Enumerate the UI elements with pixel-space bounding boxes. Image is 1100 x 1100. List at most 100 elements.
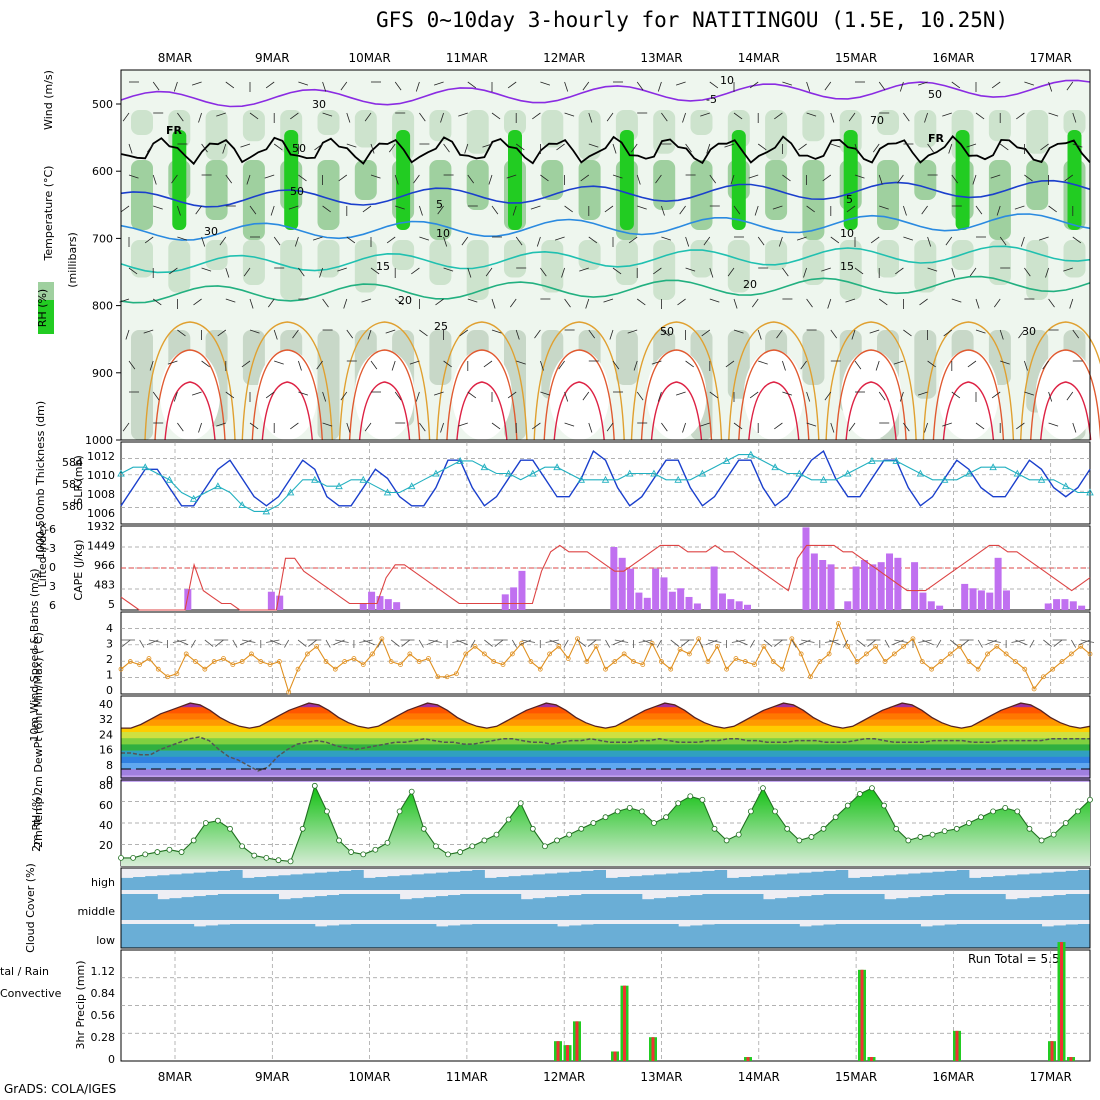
isotherm-25 [144, 321, 236, 441]
cloud-cover-bar [339, 894, 352, 920]
cloud-cover-bar [544, 873, 558, 890]
wind-speed-marker [929, 666, 935, 672]
cloud-cover-bar [847, 924, 861, 948]
cloud-cover-bar [314, 872, 328, 890]
wind-speed-marker [174, 671, 180, 677]
cape-bar [610, 547, 618, 610]
cloud-cover-bar [157, 899, 170, 920]
isotherm-label: 10 [840, 227, 854, 240]
slp-series-line [120, 450, 1091, 507]
cloud-cover-bar [968, 877, 982, 890]
isotherm-25 [1020, 321, 1100, 441]
wind-barb [872, 143, 880, 153]
wind-barb-10m [563, 639, 569, 648]
isotherm-label: 15 [376, 260, 390, 273]
cloud-cover-bar [980, 924, 994, 948]
rh-shading [1026, 110, 1049, 154]
cloud-level-label: low [96, 934, 115, 947]
wind-barb-10m [297, 639, 307, 647]
dry-region [549, 350, 610, 440]
rh2m-marker [505, 816, 512, 823]
cloud-cover-bar [460, 870, 473, 890]
rh2m-marker [142, 851, 149, 858]
wind-barb [364, 112, 372, 122]
isotherm-25 [436, 321, 528, 441]
wind-speed-marker [733, 656, 739, 661]
wind-barb [951, 298, 962, 303]
wind-barb-10m [232, 639, 238, 648]
rh2m-marker [990, 808, 996, 815]
cloud-cover-bar [884, 899, 897, 920]
cloud-cover-bar [1077, 894, 1091, 920]
rh-shading [653, 110, 676, 154]
cloud-cover-bar [847, 877, 861, 890]
wind-speed-marker [444, 674, 450, 680]
cloud-cover-bar [859, 894, 873, 920]
wind-barb [507, 391, 517, 399]
wind-barb [1040, 143, 1049, 151]
cloud-cover-bar [605, 924, 619, 948]
rh-shading-high [731, 130, 746, 230]
rh-shading [205, 110, 228, 160]
cloud-cover-bar [908, 924, 921, 948]
wind-barb [899, 391, 904, 402]
wind-speed-marker [677, 646, 683, 652]
li-tick-label: 6 [49, 599, 56, 612]
wind-barb [653, 267, 662, 275]
wind-barb [216, 422, 226, 427]
cloud-cover-bar [230, 924, 243, 948]
wind-speed-marker [631, 659, 636, 664]
cape-bar [827, 564, 835, 610]
wind-barb [803, 267, 807, 278]
wind-speed-marker [370, 651, 375, 657]
cloud-cover-bar [569, 925, 582, 948]
wind-barb [677, 298, 686, 306]
cloud-cover-bar [532, 898, 546, 920]
thickness-tick-label: 584 [62, 456, 83, 469]
isotherm-35 [553, 381, 605, 441]
wind-speed-marker [537, 666, 543, 672]
rh2m-marker [869, 785, 875, 792]
rh2m-marker [566, 831, 573, 838]
thickness-marker [601, 475, 610, 483]
wind-barb-10m [172, 639, 187, 643]
wind-barb [564, 205, 573, 213]
isotherm-label: 25 [434, 320, 448, 333]
thickness-marker [553, 463, 561, 471]
wind-barb [725, 360, 735, 368]
rh2m-marker [1002, 804, 1009, 811]
cape-bar [911, 562, 919, 610]
wind-barb-10m [121, 639, 131, 647]
thickness-marker [214, 482, 222, 490]
wind-barb [554, 236, 565, 241]
cape-bar [384, 599, 392, 610]
wind-barb [338, 174, 348, 182]
wind-barb-10m [325, 639, 331, 648]
cape-bar [936, 605, 944, 610]
wind-speed-marker [1041, 674, 1046, 680]
cloud-cover-bar [653, 874, 667, 890]
wind-speed-marker [155, 666, 161, 672]
cloud-cover-bar [472, 924, 485, 948]
cape-bar [660, 577, 668, 610]
wind-barb [651, 360, 662, 365]
rh2m-marker [929, 831, 936, 838]
wind-barb [346, 422, 351, 433]
cloud-cover-bar [775, 924, 788, 948]
cloud-cover-bar [544, 924, 558, 948]
wind-speed-marker [230, 662, 236, 668]
rh-shading [690, 240, 713, 278]
ylabel-slp: SLP (mb) [72, 455, 85, 505]
wind-barb [386, 236, 396, 244]
precip-convective-bar [1050, 1041, 1054, 1061]
date-label-top: 17MAR [1030, 51, 1072, 65]
thickness-marker [189, 494, 198, 502]
cloud-cover-bar [629, 876, 643, 890]
cloud-cover-bar [133, 894, 146, 920]
wind-barb [459, 329, 469, 337]
wind-barb [193, 298, 202, 306]
cloud-cover-bar [884, 924, 897, 948]
date-label-top: 13MAR [640, 51, 682, 65]
cloud-cover-bar [1017, 874, 1030, 890]
wind-barb [612, 267, 622, 275]
